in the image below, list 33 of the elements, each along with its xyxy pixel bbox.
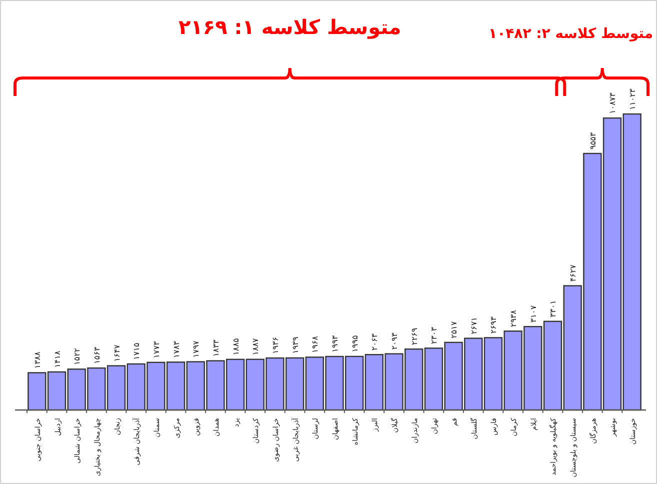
data-label: ۲۵۱۷ — [450, 320, 459, 338]
data-label: ۱۵۶۳ — [92, 346, 102, 364]
data-label: ۹۵۵۳ — [588, 132, 598, 150]
data-label: ۲۹۳۸ — [509, 309, 518, 328]
data-label: ۳۳۰۱ — [548, 300, 558, 318]
text: متوسط کلاسه ۱: ۲۱۶۹ — [178, 15, 402, 39]
text: متوسط کلاسه ۲: ۱۰۴۸۲ — [488, 26, 653, 42]
data-label: ۱۹۹۵ — [350, 335, 360, 352]
data-label: ۱۷۱۵ — [132, 342, 142, 360]
data-label: ۲۲۶۹ — [410, 328, 419, 346]
data-label: ۱۹۶۸ — [310, 335, 320, 354]
data-label: ۱۹۳۹ — [290, 336, 300, 354]
data-label: ۲۶۹۳ — [489, 316, 498, 334]
data-label: ۱۹۹۳ — [330, 334, 340, 352]
data-label: ۱۳۸۸ — [32, 350, 42, 369]
data-label: ۱۷۷۳ — [152, 340, 161, 358]
data-label: ۱۰۸۷۳ — [608, 92, 618, 114]
data-label: ۲۰۹۳ — [390, 332, 400, 350]
data-label: ۱۹۳۶ — [270, 336, 280, 354]
data-label: ۱۵۲۲ — [72, 348, 82, 366]
data-label: ۳۱۰۷ — [528, 304, 538, 323]
data-label: ۲۶۷۱ — [469, 317, 478, 334]
data-label: ۱۱۰۲۳ — [628, 88, 638, 110]
data-label: ۱۸۳۳ — [211, 338, 220, 357]
data-label: ۱۸۸۵ — [231, 338, 240, 356]
data-label: ۴۶۲۷ — [568, 264, 578, 282]
data-label: ۱۷۹۷ — [192, 340, 201, 358]
data-label: ۲۰۶۳ — [370, 332, 380, 351]
data-label: ۲۳۰۳ — [430, 326, 439, 344]
data-label: ۱۴۱۸ — [52, 350, 62, 368]
data-label: ۱۷۸۳ — [172, 340, 181, 358]
data-label: ۱۶۴۷ — [112, 344, 122, 362]
data-label: ۱۸۸۷ — [251, 337, 260, 356]
